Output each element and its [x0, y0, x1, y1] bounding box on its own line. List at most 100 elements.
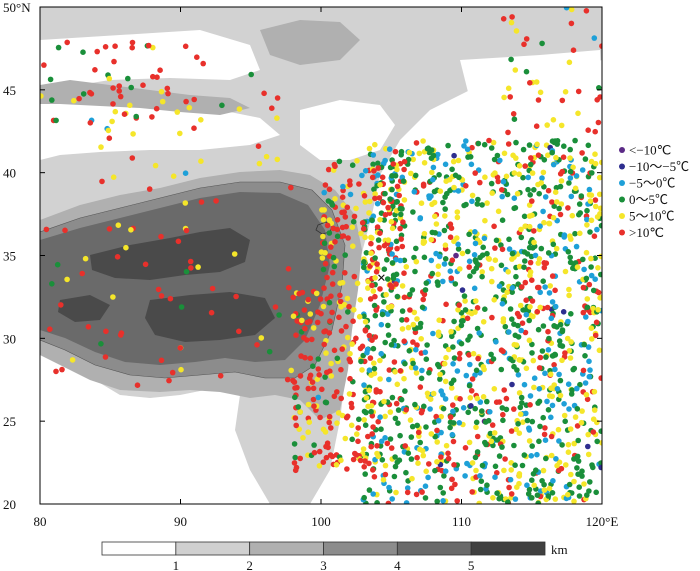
station-dot — [442, 378, 449, 385]
station-dot — [579, 167, 586, 173]
station-dot — [326, 186, 333, 193]
station-dot — [418, 200, 425, 206]
station-dot — [471, 285, 478, 292]
station-dot — [460, 405, 467, 411]
station-dot — [531, 228, 537, 234]
station-dot — [129, 155, 136, 161]
station-dot — [361, 193, 368, 199]
station-dot — [482, 217, 488, 224]
station-dot — [332, 239, 338, 245]
station-dot — [551, 139, 558, 146]
station-dot — [518, 234, 525, 241]
station-dot — [577, 230, 583, 237]
station-dot — [254, 342, 260, 348]
station-dot — [286, 284, 292, 291]
station-dot — [432, 230, 439, 236]
station-dot — [128, 84, 134, 91]
station-dot — [522, 329, 529, 336]
station-dot — [597, 205, 602, 212]
station-dot — [445, 450, 451, 457]
station-dot — [145, 42, 152, 49]
station-points — [40, 7, 602, 504]
station-dot — [456, 355, 463, 362]
station-dot — [389, 260, 396, 266]
station-dot — [382, 190, 388, 197]
station-dot — [339, 224, 346, 231]
station-dot — [469, 489, 476, 495]
station-dot — [329, 202, 336, 208]
station-dot — [430, 164, 437, 171]
station-dot — [575, 437, 581, 444]
station-dot — [480, 319, 487, 325]
station-dot — [388, 218, 395, 225]
station-dot — [519, 400, 525, 406]
station-dot — [549, 149, 555, 156]
station-dot — [586, 358, 592, 365]
station-dot — [344, 334, 351, 341]
station-dot — [529, 298, 536, 304]
station-dot — [322, 182, 329, 188]
station-dot — [350, 456, 357, 463]
station-dot — [474, 449, 481, 455]
station-dot — [364, 349, 370, 356]
station-dot — [382, 413, 388, 420]
station-dot — [351, 213, 358, 220]
station-dot — [155, 286, 162, 293]
station-dot — [515, 334, 522, 340]
station-dot — [500, 417, 506, 424]
station-dot — [363, 250, 370, 256]
station-dot — [387, 436, 394, 442]
station-dot — [568, 193, 575, 200]
station-dot — [376, 195, 383, 201]
station-dot — [331, 393, 338, 400]
station-dot — [449, 166, 455, 173]
station-dot — [463, 372, 470, 379]
station-dot — [146, 186, 153, 192]
station-dot — [511, 170, 518, 176]
station-dot — [557, 321, 564, 328]
station-dot — [590, 416, 597, 423]
legend-swatch — [619, 163, 625, 170]
station-dot — [362, 168, 369, 174]
station-dot — [404, 485, 411, 491]
station-dot — [405, 450, 412, 457]
station-dot — [313, 290, 320, 297]
station-dot — [115, 222, 122, 228]
station-dot — [540, 169, 547, 176]
station-dot — [516, 357, 522, 363]
station-dot — [361, 313, 367, 320]
station-dot — [489, 422, 496, 428]
station-dot — [43, 226, 50, 233]
station-dot — [521, 452, 528, 458]
station-dot — [449, 476, 455, 483]
station-dot — [550, 214, 557, 221]
station-dot — [438, 454, 444, 460]
station-dot — [377, 182, 383, 188]
station-dot — [569, 212, 576, 219]
station-dot — [529, 198, 535, 204]
station-dot — [359, 367, 365, 373]
station-dot — [513, 28, 520, 34]
station-dot — [316, 448, 323, 455]
station-dot — [544, 304, 551, 311]
station-dot — [539, 175, 545, 181]
station-dot — [537, 89, 544, 96]
station-dot — [440, 490, 447, 496]
station-dot — [420, 183, 427, 189]
station-dot — [575, 88, 582, 95]
station-dot — [561, 401, 567, 407]
station-dot — [385, 322, 391, 329]
station-dot — [323, 350, 329, 356]
station-dot — [157, 67, 163, 73]
station-dot — [512, 496, 519, 502]
station-dot — [475, 140, 482, 147]
station-dot — [438, 388, 445, 394]
station-dot — [297, 373, 304, 379]
station-dot — [526, 142, 533, 148]
station-dot — [417, 439, 424, 446]
station-dot — [545, 187, 552, 194]
station-dot — [561, 143, 567, 149]
station-dot — [177, 345, 184, 351]
station-dot — [572, 137, 578, 144]
station-dot — [293, 422, 300, 429]
